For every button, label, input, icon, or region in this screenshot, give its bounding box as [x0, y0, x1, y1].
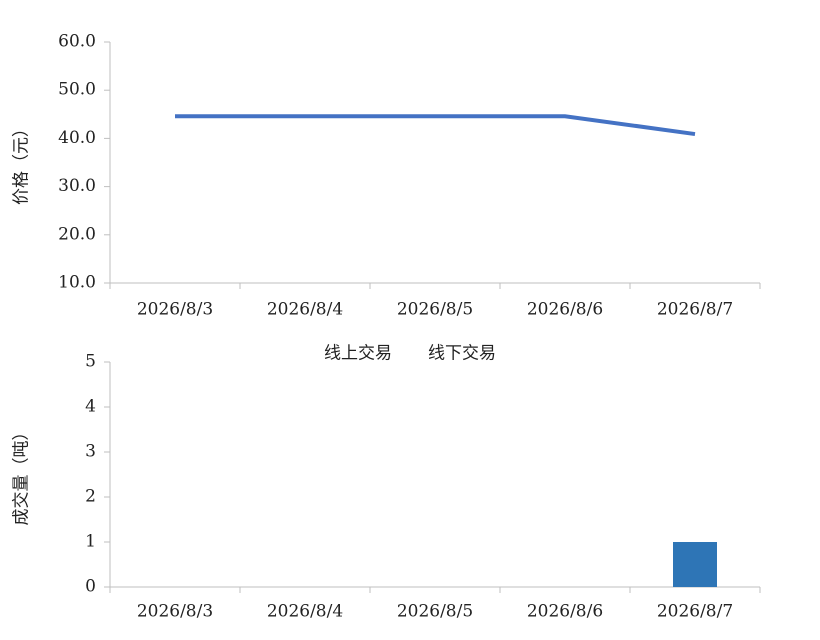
x-tick-label: 2026/8/7	[657, 602, 733, 622]
y-tick-label: 20.0	[58, 224, 96, 244]
y-tick-label: 3	[85, 442, 96, 462]
x-tick-label: 2026/8/7	[657, 300, 733, 320]
x-tick-label: 2026/8/4	[267, 300, 343, 320]
y-tick-label: 5	[85, 352, 96, 372]
y-tick-label: 4	[85, 397, 96, 417]
y-tick-label: 10.0	[58, 273, 96, 293]
price-line	[175, 114, 696, 137]
legend-label: 线下交易	[428, 344, 496, 364]
y-tick-label: 2	[85, 487, 96, 507]
y-tick-label: 50.0	[58, 80, 96, 100]
x-tick-label: 2026/8/3	[137, 300, 213, 320]
y-tick-label: 30.0	[58, 176, 96, 196]
y-tick-label: 40.0	[58, 128, 96, 148]
bar	[673, 542, 717, 587]
x-tick-label: 2026/8/6	[527, 300, 603, 320]
y-axis-title: 成交量（吨）	[12, 424, 32, 526]
x-tick-label: 2026/8/6	[527, 602, 603, 622]
legend-label: 线上交易	[324, 344, 392, 364]
x-tick-label: 2026/8/4	[267, 602, 343, 622]
x-tick-label: 2026/8/3	[137, 602, 213, 622]
x-tick-label: 2026/8/5	[397, 602, 473, 622]
y-tick-label: 1	[85, 532, 96, 552]
y-tick-label: 0	[85, 577, 96, 597]
y-tick-label: 60.0	[58, 32, 96, 52]
y-axis-title: 价格（元）	[12, 120, 32, 205]
x-tick-label: 2026/8/5	[397, 300, 473, 320]
